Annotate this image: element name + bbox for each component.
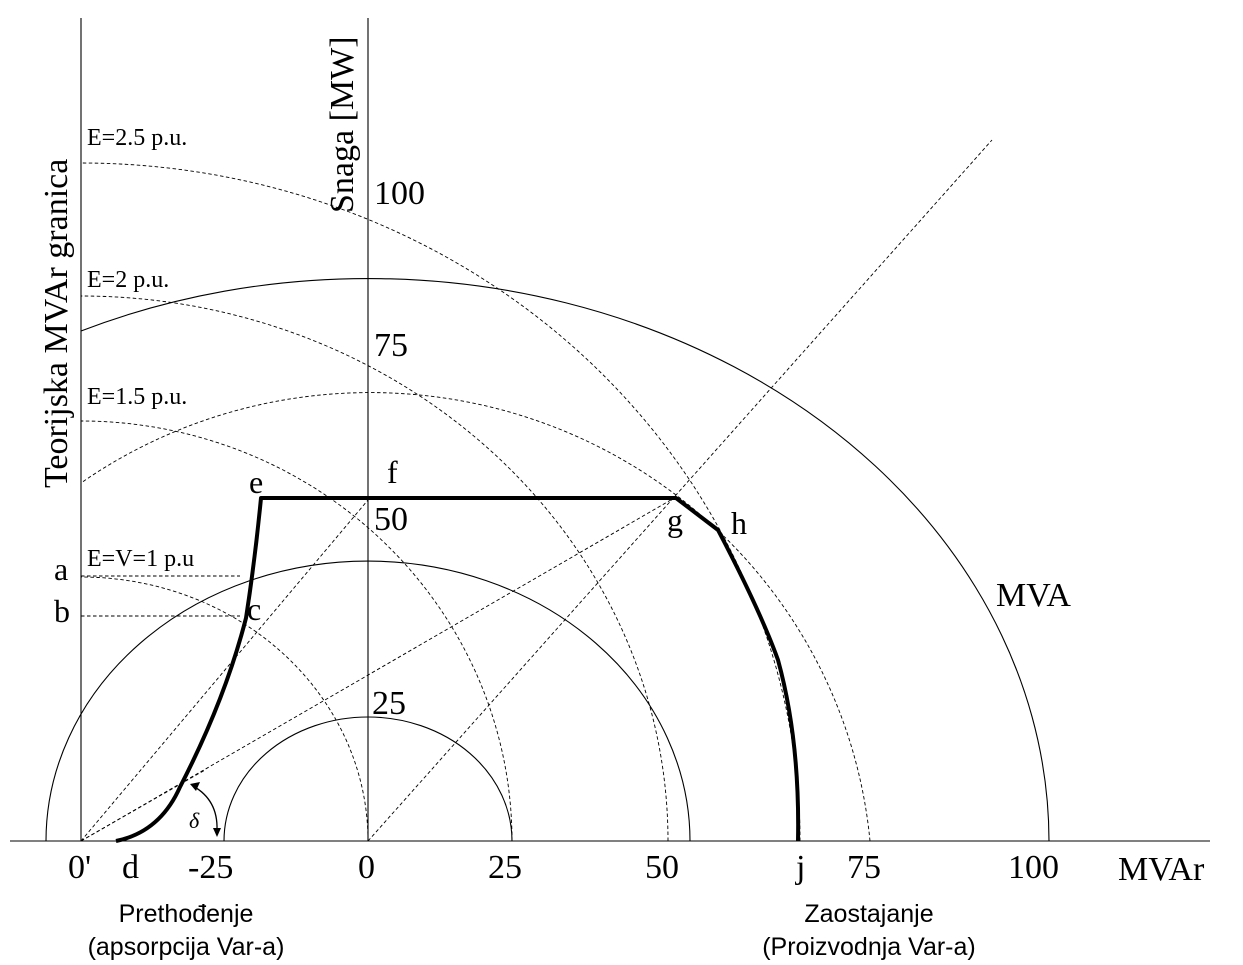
e-circle-2 [80, 295, 669, 842]
x-axis-title: MVAr [1118, 851, 1205, 888]
mva-label: MVA [996, 577, 1071, 614]
delta-symbol: δ [189, 808, 200, 833]
x-tick-0prime: 0' [68, 849, 91, 886]
left-caption-line1: Prethođenje [119, 900, 254, 928]
ray-to-e [80, 499, 369, 842]
point-a-label: a [54, 551, 68, 587]
point-g-label: g [667, 502, 683, 538]
mva-circle-100 [80, 278, 1050, 842]
e-label-1: E=V=1 p.u [87, 546, 194, 572]
point-c-label: c [247, 591, 261, 627]
x-tick-minus25: -25 [188, 849, 233, 886]
x-tick-100: 100 [1008, 849, 1059, 886]
x-tick-d: d [122, 849, 139, 886]
left-axis-title: Teorijska MVAr granica [38, 159, 75, 488]
delta-arrow-head-top [190, 782, 200, 791]
y-tick-75: 75 [374, 327, 408, 364]
point-b-label: b [54, 593, 70, 629]
delta-arrow-head-bottom [213, 828, 221, 837]
mva-circle-52 [45, 560, 691, 842]
right-caption-line2: (Proizvodnja Var-a) [762, 933, 976, 961]
right-caption-line1: Zaostajanje [804, 900, 933, 928]
e-circle-1 [80, 576, 369, 842]
point-f-label: f [387, 454, 398, 490]
x-tick-50: 50 [645, 849, 679, 886]
e-circle-1-5 [80, 420, 513, 842]
y-tick-100: 100 [374, 175, 425, 212]
ray-45deg [367, 139, 993, 842]
e-circle-2-5 [80, 162, 801, 842]
capability-boundary [115, 496, 801, 843]
y-tick-25: 25 [372, 685, 406, 722]
e-label-2: E=2 p.u. [87, 267, 169, 293]
dashed-circle-75 [80, 392, 871, 842]
x-tick-j: j [795, 849, 805, 886]
x-tick-0: 0 [358, 849, 375, 886]
point-e-label: e [249, 464, 263, 500]
x-tick-75: 75 [847, 849, 881, 886]
x-tick-25: 25 [488, 849, 522, 886]
e-label-1-5: E=1.5 p.u. [87, 384, 187, 410]
mva-circle-25 [223, 716, 513, 842]
e-label-2-5: E=2.5 p.u. [87, 125, 187, 151]
y-tick-50: 50 [374, 501, 408, 538]
left-caption-line2: (apsorpcija Var-a) [88, 933, 285, 961]
y-axis-title: Snaga [MW] [324, 36, 361, 213]
point-h-label: h [731, 505, 747, 541]
